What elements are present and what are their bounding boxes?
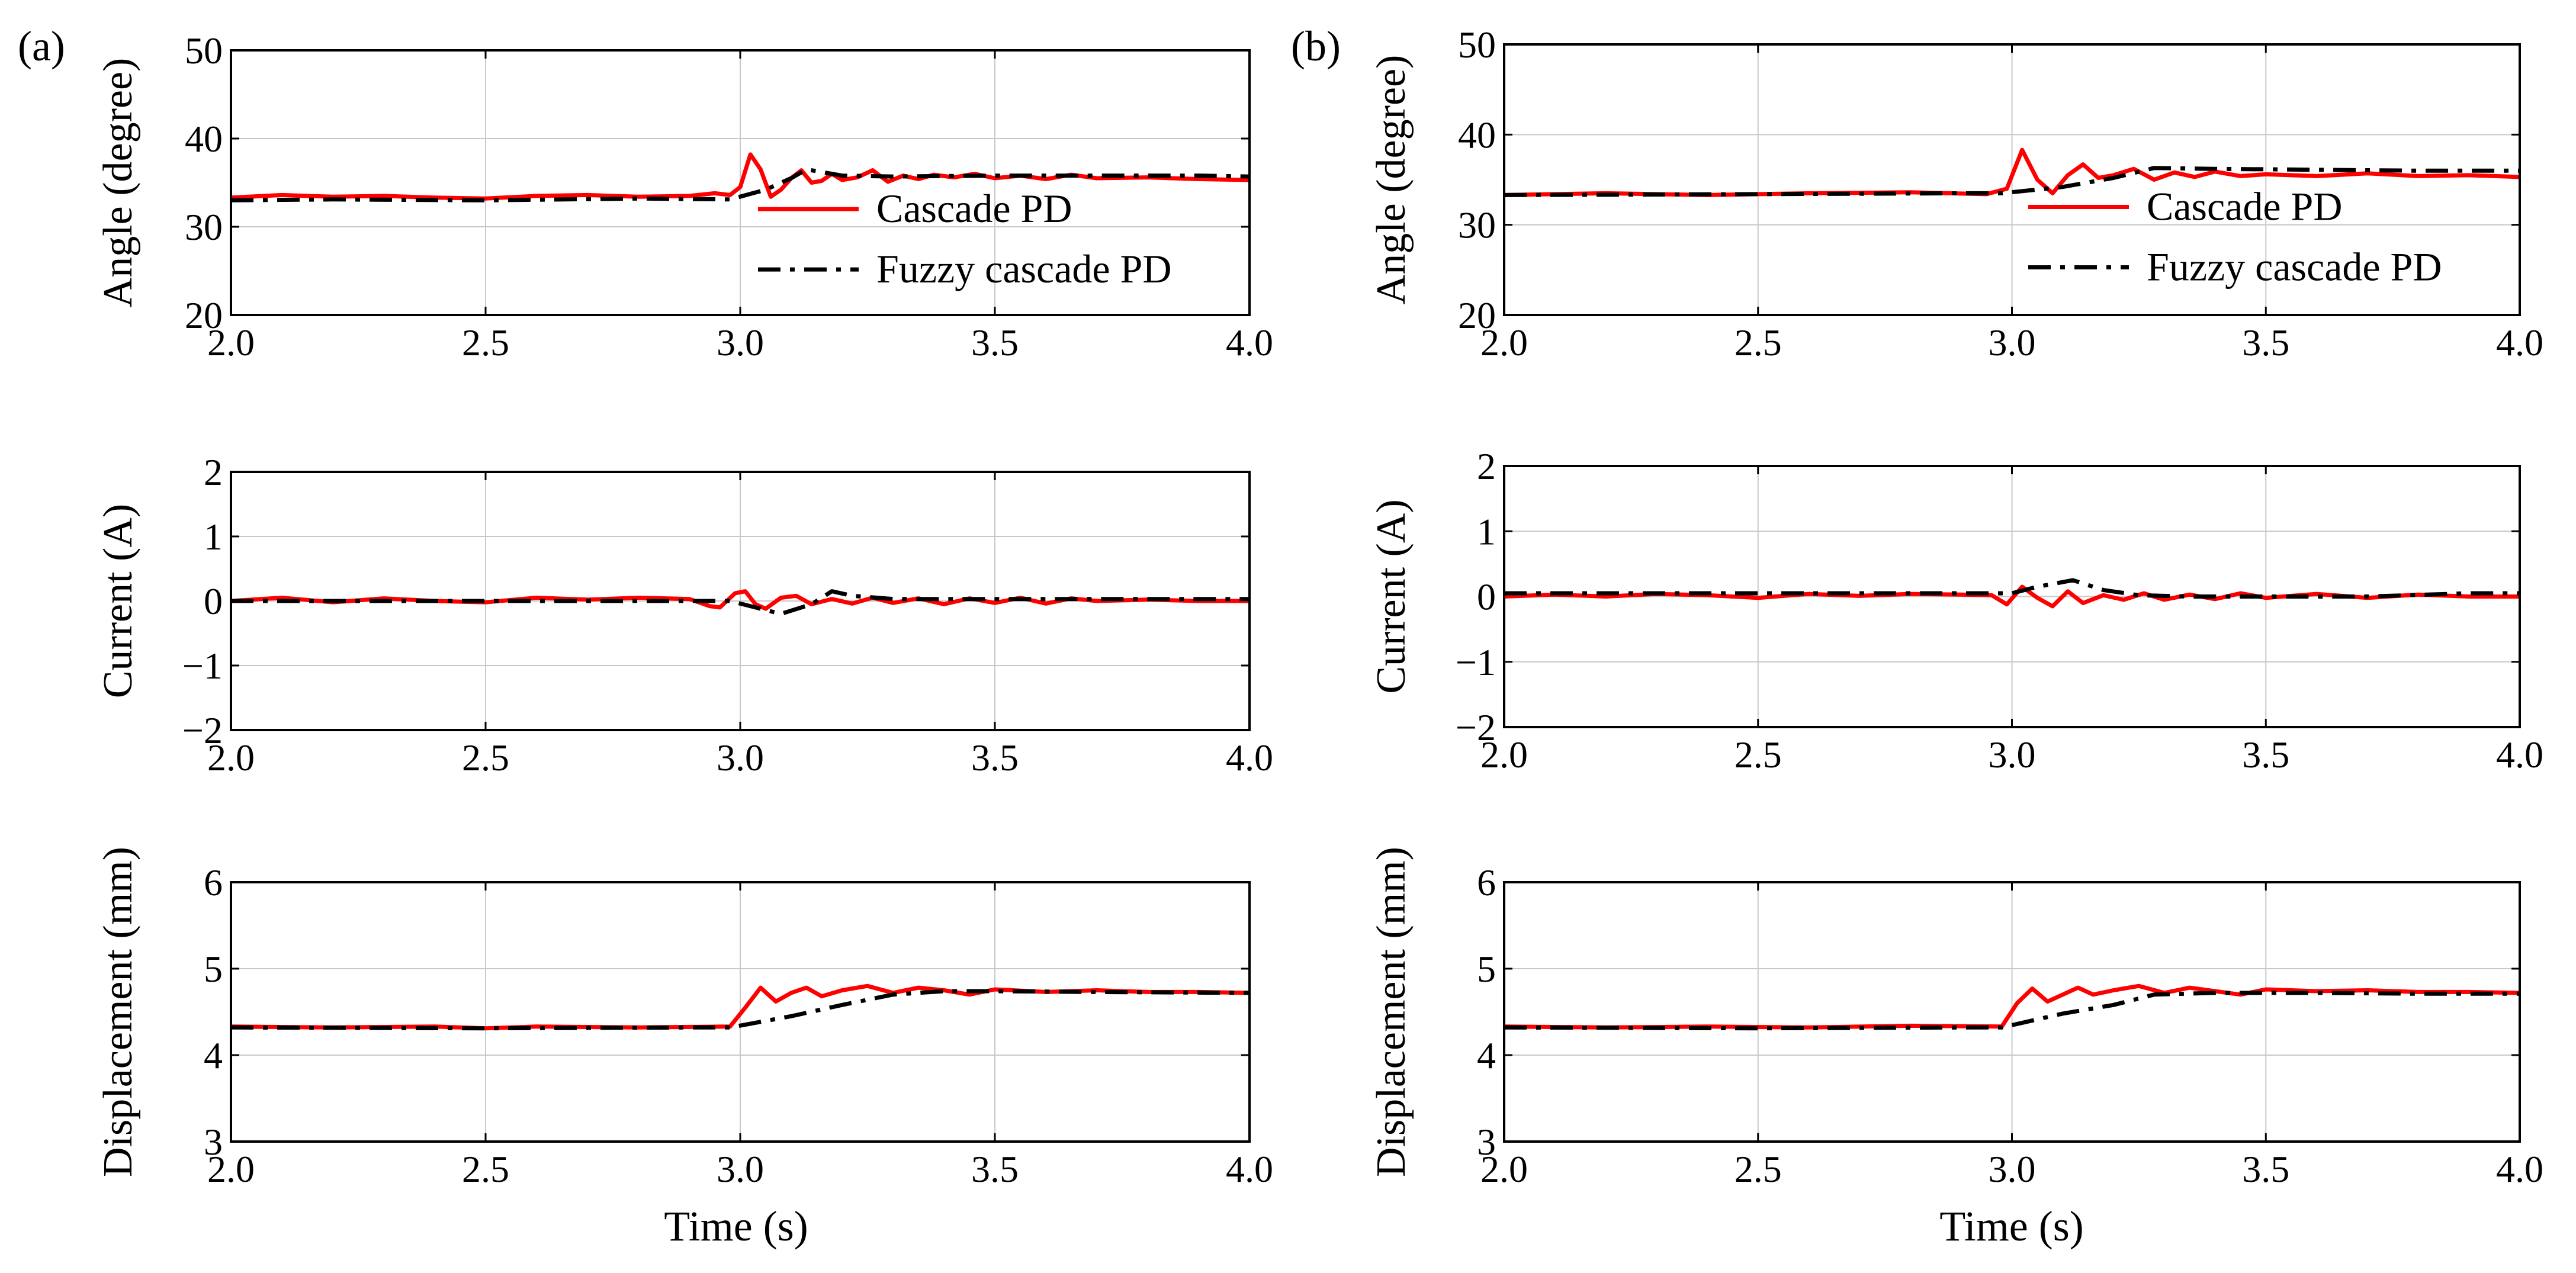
legend-label-fuzzy-cascade-pd: Fuzzy cascade PD: [876, 246, 1171, 291]
series-fuzzy-cascade-pd: [1504, 166, 2520, 197]
y-tick-label: 6: [204, 861, 223, 904]
y-tick-label: 50: [1458, 24, 1496, 66]
axes-frame: [230, 471, 1251, 731]
x-tick-label: 3.0: [717, 322, 764, 364]
x-tick-label: 2.5: [462, 322, 509, 364]
subplot-4: 2.0 2.5 3.0 3.5 4.0 20 30 40 50 Angle (degree) Cas…: [1369, 24, 2543, 364]
x-tick-label: 3.0: [717, 737, 764, 779]
x-tick-label: 3.0: [717, 1148, 764, 1190]
panel-label-a: (a): [18, 22, 65, 70]
x-tick-label: 4.0: [1226, 1148, 1273, 1190]
y-tick-label: 0: [1477, 576, 1496, 618]
x-tick-label: 3.5: [2242, 734, 2289, 776]
x-tick-label: 4.0: [1226, 322, 1273, 364]
x-tick-label: 2.0: [1480, 1148, 1528, 1190]
subplot-5: 2.0 2.5 3.0 3.5 4.0 −2 −1 0 1 2 Current (A): [1369, 445, 2543, 776]
series-fuzzy-cascade-pd: [231, 989, 1250, 1031]
x-tick-label: 2.5: [462, 737, 509, 779]
y-tick-label: 20: [1458, 294, 1496, 336]
x-tick-label: 4.0: [2496, 322, 2543, 364]
axes-frame: [230, 49, 1251, 316]
y-tick-label: 30: [185, 206, 223, 248]
axes-frame: [1503, 881, 2521, 1143]
y-tick-label: −2: [182, 709, 223, 751]
axes-frame: [1503, 43, 2521, 316]
x-tick-label: 3.5: [2242, 1148, 2289, 1190]
x-tick-label: 2.5: [1735, 322, 1782, 364]
x-tick-label: 3.0: [1989, 322, 2036, 364]
y-tick-label: −1: [182, 645, 223, 687]
x-axis-label-a: Time (s): [664, 1203, 808, 1250]
y-tick-label: −2: [1456, 706, 1496, 748]
x-tick-label: 3.0: [1989, 1148, 2036, 1190]
y-tick-label: 3: [1477, 1121, 1496, 1163]
x-tick-label: 3.5: [971, 737, 1019, 779]
legend-label-cascade-pd: Cascade PD: [876, 186, 1072, 231]
y-tick-label: 6: [1477, 861, 1496, 904]
y-tick-label: 20: [185, 294, 223, 336]
subplot-3: 2.0 2.5 3.0 3.5 4.0 3 4 5 6 Displacement (mm): [95, 847, 1273, 1190]
y-tick-label: 0: [204, 580, 223, 622]
y-tick-label: −1: [1456, 641, 1496, 683]
subplot-2: 2.0 2.5 3.0 3.5 4.0 −2 −1 0 1 2 Current (A): [95, 451, 1273, 779]
y-tick-label: 5: [1477, 948, 1496, 990]
axes-frame: [230, 881, 1251, 1143]
y-axis-label: Displacement (mm): [1369, 847, 1414, 1177]
x-tick-label: 2.5: [1735, 734, 1782, 776]
x-tick-label: 4.0: [2496, 1148, 2543, 1190]
x-tick-label: 2.5: [462, 1148, 509, 1190]
x-tick-label: 3.5: [971, 322, 1019, 364]
y-tick-label: 3: [204, 1121, 223, 1163]
x-tick-label: 2.0: [1480, 322, 1528, 364]
x-tick-label: 3.5: [2242, 322, 2289, 364]
y-tick-label: 50: [185, 30, 223, 72]
x-tick-label: 2.0: [1480, 734, 1528, 776]
y-tick-label: 1: [1477, 510, 1496, 552]
y-tick-label: 40: [1458, 114, 1496, 156]
panel-label-b: (b): [1291, 22, 1341, 70]
x-tick-label: 3.5: [971, 1148, 1019, 1190]
x-tick-label: 3.0: [1989, 734, 2036, 776]
x-tick-label: 2.0: [207, 1148, 255, 1190]
y-tick-label: 2: [1477, 445, 1496, 487]
x-tick-label: 2.0: [207, 322, 255, 364]
legend-label-fuzzy-cascade-pd: Fuzzy cascade PD: [2147, 244, 2442, 289]
y-axis-label: Angle (degree): [1369, 55, 1414, 305]
y-tick-label: 4: [204, 1034, 223, 1076]
series-fuzzy-cascade-pd: [1504, 991, 2520, 1031]
subplot-1: 2.0 2.5 3.0 3.5 4.0 20 30 40 50 Angle (degree) Cas…: [95, 30, 1273, 364]
series-fuzzy-cascade-pd: [1504, 578, 2520, 599]
x-tick-label: 2.0: [207, 737, 255, 779]
x-tick-label: 2.5: [1735, 1148, 1782, 1190]
subplot-6: 2.0 2.5 3.0 3.5 4.0 3 4 5 6 Displacement (mm): [1369, 847, 2543, 1190]
y-axis-label: Current (A): [95, 504, 141, 699]
y-tick-label: 2: [204, 451, 223, 493]
y-tick-label: 30: [1458, 204, 1496, 246]
series-fuzzy-cascade-pd: [231, 589, 1250, 616]
series-fuzzy-cascade-pd: [231, 167, 1250, 202]
legend-label-cascade-pd: Cascade PD: [2147, 184, 2342, 229]
x-axis-label-b: Time (s): [1939, 1203, 2083, 1250]
y-tick-label: 5: [204, 948, 223, 990]
x-tick-label: 4.0: [2496, 734, 2543, 776]
y-tick-label: 1: [204, 516, 223, 558]
y-axis-label: Displacement (mm): [95, 847, 141, 1177]
y-axis-label: Current (A): [1369, 499, 1414, 694]
x-tick-label: 4.0: [1226, 737, 1273, 779]
axes-frame: [1503, 465, 2521, 728]
y-tick-label: 4: [1477, 1034, 1496, 1076]
y-axis-label: Angle (degree): [95, 58, 141, 308]
y-tick-label: 40: [185, 118, 223, 160]
